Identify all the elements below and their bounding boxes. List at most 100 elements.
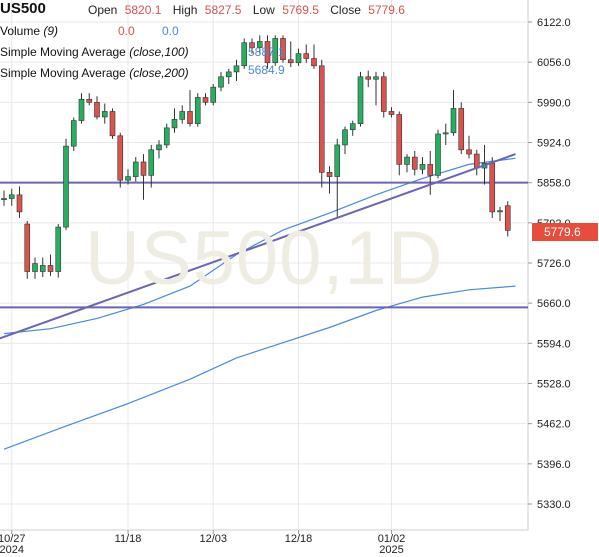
high-value: 5827.5 [204,3,242,17]
candle-body [86,98,93,103]
y-tick-label: 6122.0 [537,17,571,29]
sma100-value: 5887.1 [248,45,285,59]
sma200-indicator[interactable]: Simple Moving Average (close,200) 5684.9 [0,63,285,80]
x-tick-label: 01/02 [378,533,406,545]
candle-body [1,198,7,201]
horizontal-lines [0,181,528,309]
candle-body [318,65,325,173]
candle-body [489,162,496,213]
candle-body [109,111,116,137]
candle-body [171,119,178,129]
x-year-label: 2024 [0,544,24,556]
x-tick-label: 12/18 [285,533,313,545]
last-price-badge: 5779.6 [532,223,598,241]
candle-body [218,76,224,88]
moving-averages [3,157,516,450]
y-tick-label: 5528.0 [537,379,571,391]
candle-body [94,102,100,118]
x-tick-label: 11/18 [115,533,142,545]
candle-body [39,265,46,272]
candle-body [349,123,356,131]
open-label: Open [88,3,118,17]
candle-body [326,172,333,177]
sma200-value: 5684.9 [248,63,285,77]
candle-body [497,210,503,213]
candle-body [287,59,294,64]
candle-body [78,98,85,121]
high-label: High [172,3,198,17]
y-tick-label: 5990.0 [537,97,571,109]
candle-body [233,65,240,73]
sma200-name: Simple Moving Average [0,66,126,80]
candle-body [280,38,286,61]
volume-indicator[interactable]: Volume (9) 0.0 0.0 [0,24,179,38]
candles [1,35,511,279]
candle-body [187,111,193,124]
candle-body [411,156,418,170]
candle-body [8,194,15,199]
candle-body [117,135,124,181]
candle-body [466,149,472,155]
candle-body [140,161,147,176]
candle-body [473,153,480,169]
y-tick-label: 6056.0 [537,57,571,69]
candle-body [179,111,186,120]
y-tick-label: 5660.0 [537,298,571,310]
candle-body [272,38,279,64]
rising-trend-line [0,153,516,340]
candle-body [125,176,131,181]
candle-body [373,76,379,80]
close-label: Close [330,3,361,17]
sma100-name: Simple Moving Average [0,45,126,59]
candle-body [442,132,449,135]
candle-body [24,223,31,272]
candle-body [357,76,364,124]
candle-body [32,263,38,272]
candle-body [450,108,457,134]
grid [0,0,529,531]
trend-line [0,153,516,340]
y-tick-label: 5594.0 [537,338,571,350]
candle-body [342,129,348,146]
volume-value-2: 0.0 [162,24,179,38]
y-tick-label: 5396.0 [537,459,571,471]
candle-body [194,97,201,124]
low-label: Low [252,3,275,17]
candle-body [256,41,263,48]
sma100-indicator[interactable]: Simple Moving Average (close,100) 5887.1 [0,45,285,59]
candle-body [458,108,465,151]
y-tick-label: 5726.0 [537,258,571,270]
chart-header: US500 [0,0,46,17]
volume-name: Volume [0,24,41,38]
candle-body [55,226,62,272]
x-tick-label: 12/03 [199,533,227,545]
candle-body [163,127,170,146]
y-axis: 6122.06056.05990.05924.05858.05792.05726… [528,17,571,511]
volume-value-1: 0.0 [118,24,135,38]
candle-body [16,194,23,213]
candle-body [70,120,77,147]
sma200-param: (close,200) [129,66,189,80]
ohlc-readout: Open 5820.1 High 5827.5 Low 5769.5 Close… [88,3,405,17]
candle-body [47,265,54,272]
sma200-line [3,285,516,450]
symbol-name: US500 [0,0,46,17]
candle-body [311,58,317,67]
y-tick-label: 5858.0 [537,178,571,190]
open-value: 5820.1 [124,3,162,17]
candle-body [380,76,387,112]
candle-body [202,97,209,103]
candle-body [225,71,232,78]
candle-body [63,145,69,228]
low-value: 5769.5 [282,3,319,17]
candle-body [148,149,155,176]
candle-body [132,161,139,177]
x-tick-label: 10/27 [0,533,26,545]
candle-body [210,86,217,103]
y-tick-label: 5330.0 [537,499,571,511]
candle-body [419,164,426,170]
close-value: 5779.6 [368,3,405,17]
candle-body [504,205,511,231]
candle-body [404,156,410,165]
